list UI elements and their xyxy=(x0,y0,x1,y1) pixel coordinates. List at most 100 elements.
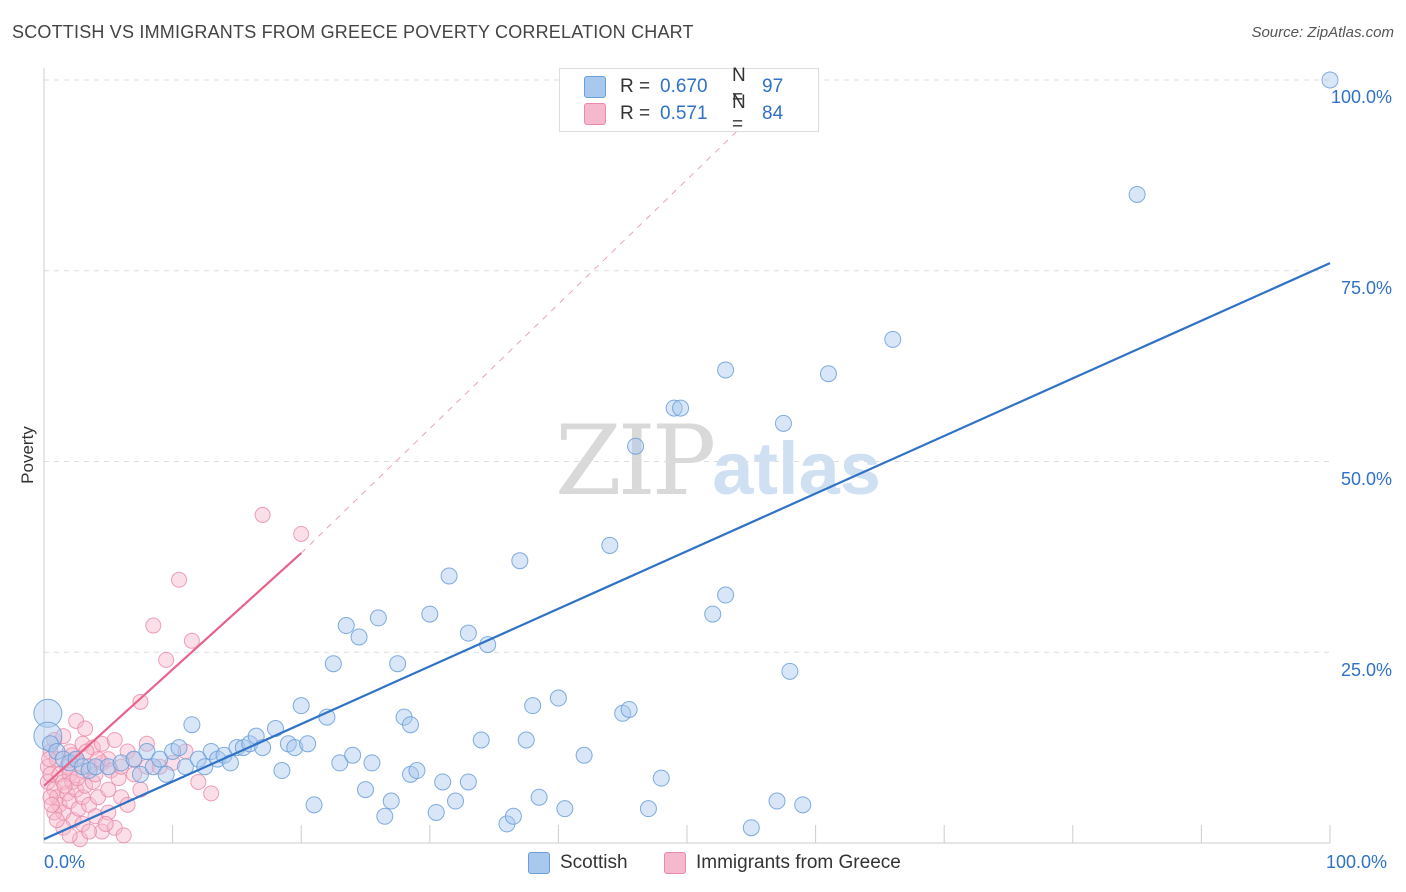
greece-point xyxy=(93,823,110,840)
legend-item-greece[interactable]: Immigrants from Greece xyxy=(664,852,901,874)
watermark-atlas: atlas xyxy=(712,427,881,510)
stats-legend-row-greece: R = 0.571 N = 84 xyxy=(584,92,784,135)
x-tick-label-min: 0.0% xyxy=(44,852,86,872)
greece-point xyxy=(293,525,310,542)
scottish-point xyxy=(286,739,304,757)
greece-point xyxy=(183,632,200,649)
scottish-point xyxy=(369,609,387,627)
r-value: 0.670 xyxy=(660,76,708,97)
scottish-point xyxy=(524,697,542,715)
series-legend: Scottish Immigrants from Greece xyxy=(0,852,1406,878)
scottish-point xyxy=(819,365,837,383)
scottish-point xyxy=(324,655,342,673)
r-label: R = xyxy=(620,103,651,124)
scottish-point xyxy=(434,773,452,791)
scottish-point xyxy=(33,698,63,728)
greece-trend-line xyxy=(43,552,302,787)
scottish-point xyxy=(768,792,786,810)
greece-legend-label: Immigrants from Greece xyxy=(696,852,901,873)
greece-legend-swatch xyxy=(664,852,686,874)
y-tick-label-25: 25.0% xyxy=(1340,660,1392,680)
scottish-point xyxy=(376,807,394,825)
scottish-point xyxy=(421,605,439,623)
chart-source: Source: ZipAtlas.com xyxy=(1251,24,1394,41)
scottish-point xyxy=(157,765,175,783)
scottish-point xyxy=(742,819,760,837)
scottish-point xyxy=(781,662,799,680)
scottish-point xyxy=(408,762,426,780)
scottish-point xyxy=(151,750,169,768)
n-value: 97 xyxy=(762,76,784,97)
greece-point xyxy=(203,785,220,802)
scottish-point xyxy=(112,754,130,772)
scottish-legend-label: Scottish xyxy=(560,852,628,873)
greece-trend-extension xyxy=(300,79,791,554)
scottish-point xyxy=(504,807,522,825)
scottish-point xyxy=(447,792,465,810)
scottish-point xyxy=(575,746,593,764)
scottish-point xyxy=(639,800,657,818)
greece-point xyxy=(106,731,123,748)
scottish-point xyxy=(884,330,902,348)
scottish-point xyxy=(472,731,490,749)
greece-point xyxy=(93,735,110,752)
r-label: R = xyxy=(620,76,651,97)
greece-point xyxy=(43,796,60,813)
greece-point xyxy=(55,728,72,745)
scottish-point xyxy=(99,758,117,776)
scottish-point xyxy=(774,414,792,432)
x-tick-label-max: 100.0% xyxy=(1326,852,1388,872)
greece-point xyxy=(81,823,98,840)
greece-point xyxy=(97,815,114,832)
greece-point xyxy=(158,651,175,668)
scottish-point xyxy=(704,605,722,623)
scottish-point xyxy=(459,773,477,791)
greece-point xyxy=(132,693,149,710)
greece-swatch xyxy=(584,103,606,125)
n-label: N = xyxy=(732,92,746,135)
greece-point xyxy=(190,773,207,790)
n-label: N = xyxy=(732,65,746,108)
chart-title: SCOTTISH VS IMMIGRANTS FROM GREECE POVER… xyxy=(12,22,694,42)
scottish-point xyxy=(652,769,670,787)
scottish-point xyxy=(511,552,529,570)
y-tick-label-50: 50.0% xyxy=(1340,469,1392,489)
greece-point xyxy=(48,812,65,829)
scottish-legend-swatch xyxy=(528,852,550,874)
scottish-swatch xyxy=(584,76,606,98)
stats-legend-row-scottish: R = 0.670 N = 97 xyxy=(584,65,784,108)
scottish-point xyxy=(382,792,400,810)
scottish-point xyxy=(357,781,374,799)
scottish-point xyxy=(389,655,407,673)
greece-point xyxy=(100,781,117,798)
greece-point xyxy=(115,827,132,844)
scottish-point xyxy=(601,536,619,554)
scottish-point xyxy=(440,567,458,585)
stats-legend: R = 0.670 N = 97 R = 0.571 N = 84 xyxy=(559,65,819,135)
watermark: ZIPatlas xyxy=(555,405,881,517)
greece-point xyxy=(171,571,188,588)
scottish-point xyxy=(1128,185,1146,203)
scottish-point xyxy=(665,399,683,417)
r-value: 0.571 xyxy=(660,103,708,124)
y-tick-label-100: 100.0% xyxy=(1330,87,1392,107)
scottish-point xyxy=(556,800,574,818)
legend-item-scottish[interactable]: Scottish xyxy=(528,852,628,874)
scottish-point xyxy=(131,765,149,783)
scottish-point xyxy=(170,739,188,757)
scottish-point xyxy=(86,758,104,776)
scottish-point xyxy=(517,731,535,749)
scottish-point xyxy=(1321,71,1339,89)
scottish-point xyxy=(549,689,567,707)
greece-point xyxy=(145,617,162,634)
y-tick-label-75: 75.0% xyxy=(1340,278,1392,298)
scottish-point xyxy=(530,788,548,806)
scottish-point xyxy=(305,796,323,814)
scottish-point xyxy=(331,754,349,772)
scottish-point xyxy=(183,716,201,734)
scottish-point xyxy=(794,796,812,814)
greece-point xyxy=(56,777,73,794)
scottish-point xyxy=(125,750,143,768)
n-value: 84 xyxy=(762,103,784,124)
